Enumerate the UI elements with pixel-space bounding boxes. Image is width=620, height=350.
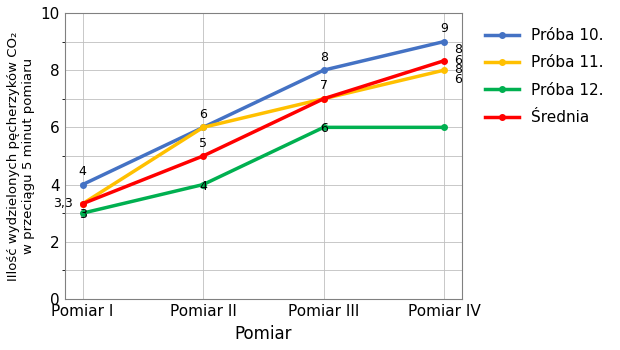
Text: 6: 6: [454, 54, 462, 67]
Text: 7: 7: [320, 79, 327, 92]
Próba 12.: [320, 125, 327, 130]
Próba 11.: [320, 97, 327, 101]
Text: 8: 8: [454, 63, 462, 76]
Line: Średnia: Średnia: [80, 58, 447, 206]
Text: 3,3: 3,3: [53, 197, 73, 210]
Próba 11.: [200, 125, 207, 130]
Próba 10.: [320, 68, 327, 72]
Próba 11.: [79, 202, 86, 206]
Legend: Próba 10., Próba 11., Próba 12., Średnia: Próba 10., Próba 11., Próba 12., Średnia: [478, 21, 611, 133]
Średnia: [320, 97, 327, 101]
Średnia: [200, 154, 207, 158]
Próba 12.: [79, 211, 86, 215]
Text: 8: 8: [320, 51, 327, 64]
Text: 6: 6: [320, 122, 327, 135]
Text: 4: 4: [199, 180, 207, 193]
Próba 10.: [440, 40, 448, 44]
Próba 11.: [440, 68, 448, 72]
Line: Próba 11.: Próba 11.: [80, 67, 447, 206]
Text: 5: 5: [199, 136, 207, 150]
Średnia: [440, 58, 448, 63]
Próba 12.: [440, 125, 448, 130]
Text: 9: 9: [440, 22, 448, 35]
Line: Próba 12.: Próba 12.: [80, 125, 447, 216]
Y-axis label: IIlość wydzielonych pęcherzyków CO₂
w przeciągu 5 minut pomiaru: IIlość wydzielonych pęcherzyków CO₂ w pr…: [7, 31, 35, 281]
Próba 10.: [79, 182, 86, 187]
Text: 4: 4: [79, 165, 87, 178]
Próba 12.: [200, 182, 207, 187]
X-axis label: Pomiar: Pomiar: [234, 325, 292, 343]
Text: 6: 6: [454, 73, 462, 86]
Średnia: [79, 202, 86, 206]
Text: 3: 3: [79, 208, 87, 221]
Text: 8: 8: [454, 43, 462, 56]
Line: Próba 10.: Próba 10.: [80, 39, 447, 187]
Text: 6: 6: [199, 108, 207, 121]
Próba 10.: [200, 125, 207, 130]
